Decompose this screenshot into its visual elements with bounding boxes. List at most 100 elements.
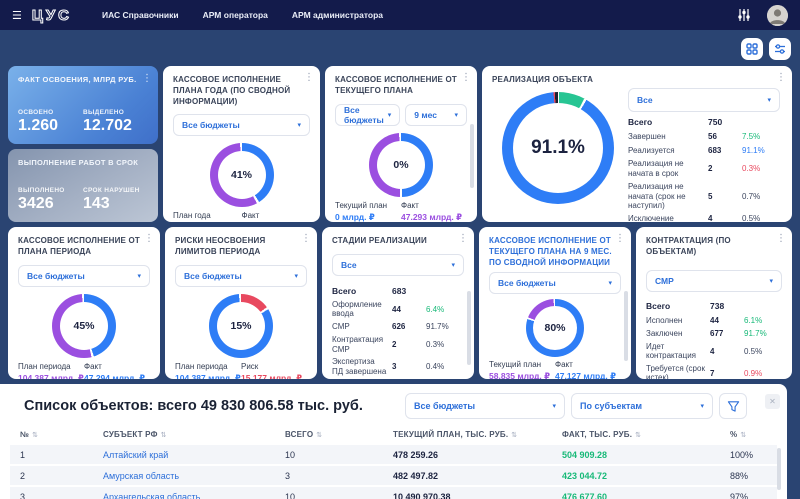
budget-select[interactable]: Все бюджеты ▾	[175, 264, 307, 287]
row-num: 2	[20, 470, 26, 481]
chevron-down-icon: ▾	[451, 261, 455, 269]
card-current-plan: КАССОВОЕ ИСПОЛНЕНИЕ ОТ ТЕКУЩЕГО ПЛАНА ⋮ …	[325, 66, 477, 222]
row-total: 10	[285, 491, 296, 499]
kebab-menu-icon[interactable]: ⋮	[301, 233, 311, 244]
row-fact: 476 677.60	[562, 491, 608, 499]
donut-chart: 91.1%	[502, 91, 614, 204]
stat-value: 1.260	[18, 117, 59, 134]
app-logo[interactable]: ЦУС	[31, 6, 72, 24]
budget-select[interactable]: Все бюджеты ▾	[173, 114, 310, 137]
chevron-down-icon: ▾	[700, 403, 704, 410]
stat-label: Текущий план	[335, 200, 388, 210]
card-title: КАССОВОЕ ИСПОЛНЕНИЕ ОТ ПЛАНА ПЕРИОДА	[18, 236, 141, 256]
budget-select[interactable]: Все бюджеты ▾	[405, 393, 565, 419]
card-scrollbar[interactable]	[470, 124, 474, 188]
nav-item-ias-directories[interactable]: ИАС Справочники	[102, 10, 179, 20]
column-header-fact[interactable]: ФАКТ, ТЫС. РУБ. ⇅	[562, 430, 642, 439]
contracting-filter-select[interactable]: СМР ▾	[646, 269, 782, 292]
stat-value: 12.702	[83, 117, 132, 134]
stat-label: План периода	[18, 361, 71, 371]
donut-percent: 41%	[230, 169, 252, 182]
card-title: СТАДИИ РЕАЛИЗАЦИИ	[332, 236, 427, 245]
row-percent: 88%	[730, 470, 749, 481]
budget-select[interactable]: Все бюджеты ▾	[489, 272, 621, 295]
donut-chart: 0%	[369, 132, 433, 197]
column-header-total[interactable]: ВСЕГО ⇅	[285, 430, 323, 439]
chevron-down-icon: ▾	[552, 403, 556, 410]
donut-percent: 91.1%	[531, 136, 585, 158]
card-title: КОНТРАКТАЦИЯ (ПО ОБЪЕКТАМ)	[646, 236, 731, 256]
sort-icon: ⇅	[160, 432, 167, 439]
card-realization: РЕАЛИЗАЦИЯ ОБЪЕКТА ⋮ 91.1% Все ▾ Всего 750…	[482, 66, 792, 222]
stat-value: 58.835 млрд. ₽	[489, 371, 551, 379]
kebab-menu-icon[interactable]: ⋮	[776, 233, 786, 244]
kebab-menu-icon[interactable]: ⋮	[458, 233, 468, 244]
realization-filter-select[interactable]: Все ▾	[628, 87, 780, 112]
stat-label: ОСВОЕНО	[18, 109, 54, 116]
nav-item-arm-admin[interactable]: АРМ администратора	[291, 10, 383, 20]
stat-label: ВЫДЕЛЕНО	[83, 109, 125, 116]
subject-link[interactable]: Архангельская область	[103, 491, 201, 499]
dashboard-main: ФАКТ ОСВОЕНИЯ, МЛРД РУБ. ⋮ ОСВОЕНО 1.260 …	[0, 30, 800, 499]
contracting-legend: Всего 738 Исполнен 44 6.1% Заключен 677 91.7%…	[646, 301, 767, 379]
filters-sliders-icon[interactable]	[737, 8, 751, 22]
card-fact-osvoeniya: ФАКТ ОСВОЕНИЯ, МЛРД РУБ. ⋮ ОСВОЕНО 1.260 …	[8, 66, 158, 144]
filter-funnel-button[interactable]	[719, 393, 747, 419]
sort-icon: ⇅	[635, 432, 642, 439]
stat-cards-column: ФАКТ ОСВОЕНИЯ, МЛРД РУБ. ⋮ ОСВОЕНО 1.260 …	[8, 66, 158, 222]
stat-value: 47.127 млрд. ₽	[555, 371, 617, 379]
card-scrollbar[interactable]	[467, 291, 471, 365]
user-avatar[interactable]	[767, 4, 788, 26]
chevron-down-icon: ▾	[387, 111, 392, 119]
budget-select[interactable]: Все бюджеты ▾	[18, 264, 150, 287]
column-header-subject[interactable]: СУБЪЕКТ РФ ⇅	[103, 430, 167, 439]
panel-scrollbar[interactable]	[777, 448, 781, 490]
kebab-menu-icon[interactable]: ⋮	[144, 233, 154, 244]
column-header-percent[interactable]: % ⇅	[730, 430, 747, 439]
stat-label: Факт	[241, 211, 260, 221]
stat-label: Текущий план	[489, 360, 542, 370]
kebab-menu-icon[interactable]: ⋮	[142, 73, 152, 84]
card-title: КАССОВОЕ ИСПОЛНЕНИЕ ОТ ТЕКУЩЕГО ПЛАНА НА…	[489, 236, 612, 267]
table-row: 1 Алтайский край 10 478 259.26 504 909.2…	[10, 445, 777, 464]
donut-percent: 80%	[544, 322, 566, 335]
column-header-num[interactable]: № ⇅	[20, 430, 39, 439]
card-vypolnenie-rabot: ВЫПОЛНЕНИЕ РАБОТ В СРОК ВЫПОЛНЕНО 3426 СР…	[8, 149, 158, 222]
nav-item-arm-operator[interactable]: АРМ оператора	[202, 10, 268, 20]
period-select[interactable]: 9 мес ▾	[405, 103, 467, 126]
kebab-menu-icon[interactable]: ⋮	[461, 72, 471, 83]
kebab-menu-icon[interactable]: ⋮	[615, 233, 625, 244]
kebab-menu-icon[interactable]: ⋮	[776, 72, 786, 83]
donut-percent: 15%	[230, 319, 252, 332]
widgets-view-button[interactable]	[741, 38, 763, 60]
column-header-plan[interactable]: ТЕКУЩИЙ ПЛАН, ТЫС. РУБ. ⇅	[393, 430, 518, 439]
stages-filter-select[interactable]: Все ▾	[332, 253, 464, 276]
realization-legend: Всего 750 Завершен 56 7.5% Реализуется 683 91…	[628, 116, 765, 222]
card-contracting: КОНТРАКТАЦИЯ (ПО ОБЪЕКТАМ) ⋮ СМР ▾ Всего 7…	[636, 227, 792, 379]
chevron-down-icon: ▾	[454, 111, 458, 119]
subject-link[interactable]: Амурская область	[103, 470, 180, 481]
card-title: ВЫПОЛНЕНИЕ РАБОТ В СРОК	[18, 158, 139, 167]
sort-icon: ⇅	[32, 432, 39, 439]
stat-value: 47.294 млрд. ₽	[84, 372, 146, 379]
kebab-menu-icon[interactable]: ⋮	[304, 72, 314, 83]
row-percent: 97%	[730, 491, 749, 499]
stat-label: Факт	[401, 200, 419, 210]
display-settings-button[interactable]	[769, 38, 791, 60]
card-stages: СТАДИИ РЕАЛИЗАЦИИ ⋮ Все ▾ Всего 683 Оформл…	[322, 227, 474, 379]
chevron-down-icon: ▾	[297, 122, 301, 130]
stat-value: 47.293 млрд. ₽	[401, 211, 463, 222]
donut-chart: 41%	[209, 143, 274, 208]
objects-panel: Список объектов: всего 49 830 806.58 тыс…	[0, 384, 787, 499]
hamburger-menu-icon[interactable]: ☰	[12, 9, 22, 22]
budget-select[interactable]: Все бюджеты ▾	[335, 103, 401, 126]
stat-label: ВЫПОЛНЕНО	[18, 187, 65, 194]
sort-icon: ⇅	[316, 432, 323, 439]
card-scrollbar[interactable]	[624, 291, 628, 361]
stat-label: Факт	[84, 361, 102, 371]
table-row: 2 Амурская область 3 482 497.82 423 044.…	[10, 466, 777, 485]
close-icon[interactable]: ✕	[765, 394, 780, 409]
card-title: КАССОВОЕ ИСПОЛНЕНИЕ ОТ ТЕКУЩЕГО ПЛАНА	[335, 75, 458, 95]
subject-link[interactable]: Алтайский край	[103, 449, 169, 460]
grouping-select[interactable]: По субъектам ▾	[571, 393, 713, 419]
